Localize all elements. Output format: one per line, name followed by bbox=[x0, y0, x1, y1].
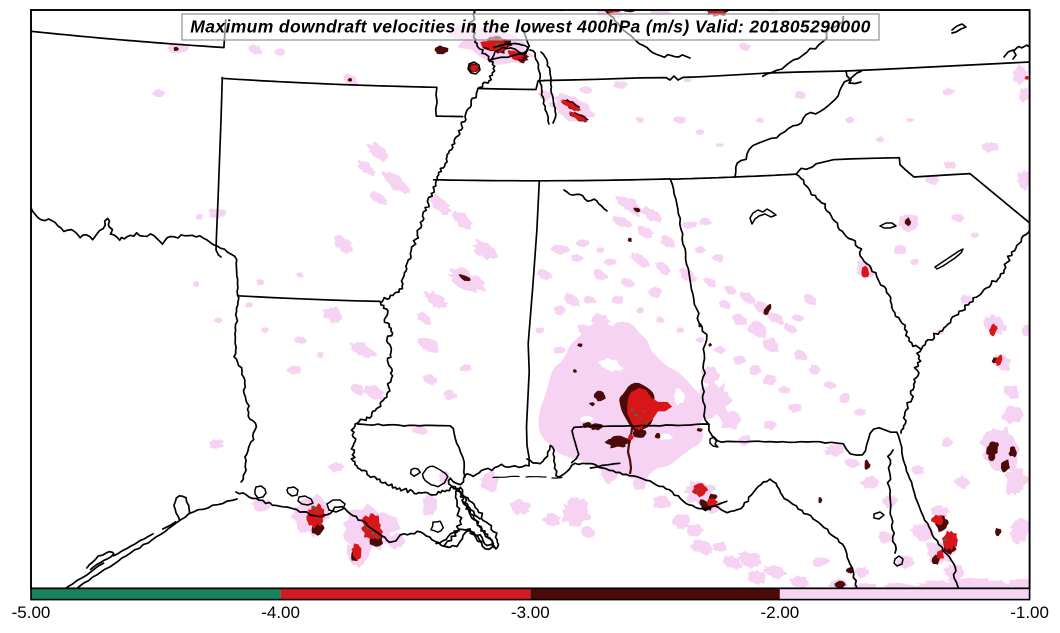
svg-text:-5.00: -5.00 bbox=[12, 603, 51, 622]
svg-text:-1.00: -1.00 bbox=[1010, 603, 1049, 622]
svg-text:-2.00: -2.00 bbox=[761, 603, 800, 622]
svg-text:-4.00: -4.00 bbox=[261, 603, 300, 622]
svg-text:-3.00: -3.00 bbox=[511, 603, 550, 622]
svg-text:Maximum downdraft velocities i: Maximum downdraft velocities in the lowe… bbox=[190, 17, 870, 37]
